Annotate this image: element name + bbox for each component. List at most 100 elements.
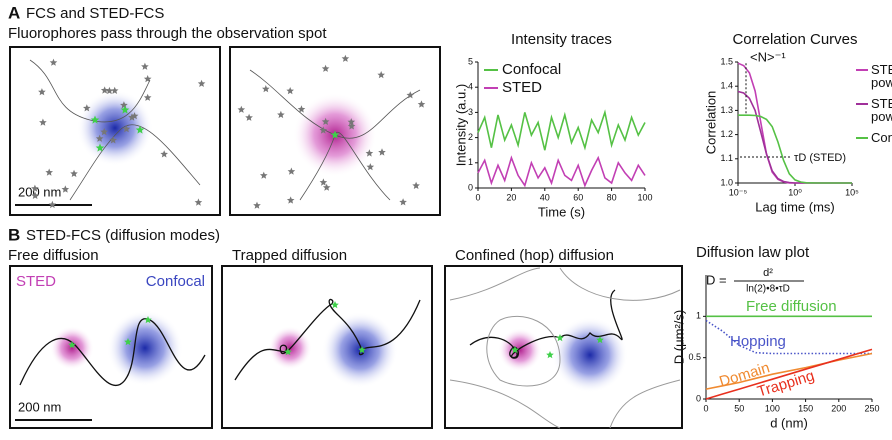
fluorophore [347, 122, 356, 130]
x-tick-label: 50 [734, 403, 744, 413]
x-axis-label: Lag time (ms) [755, 199, 834, 214]
chart-title: Diffusion law plot [696, 244, 810, 261]
x-axis-label: Time (s) [538, 204, 585, 219]
y-tick-label: 1.3 [720, 105, 733, 115]
legend-label: Confocal [871, 131, 892, 145]
fluorophore [297, 105, 306, 113]
series-line [737, 62, 852, 184]
y-tick-label: 1.5 [720, 56, 733, 66]
compartments [449, 267, 681, 429]
x-tick-label: 20 [506, 192, 516, 202]
legend-entry: Confocal [871, 131, 892, 145]
fluorophore [83, 104, 91, 112]
fluorophore [319, 126, 328, 134]
fluorophore [347, 118, 356, 126]
y-tick-label: 1 [696, 311, 701, 321]
fluorophore [100, 128, 108, 136]
fluorophore [105, 86, 114, 95]
y-tick-label: 1.0 [720, 177, 733, 187]
y-tick-label: 0 [696, 393, 701, 403]
series-line [738, 114, 852, 184]
formula: ln(2)•8•τD [746, 284, 790, 295]
formula: D = [706, 272, 727, 287]
panel-subtitle: Fluorophores pass through the observatio… [8, 25, 327, 42]
x-tick-label: 0 [703, 403, 708, 413]
fluorophore [377, 71, 385, 79]
fluorophore [120, 105, 130, 114]
scale-label: 200 nm [18, 184, 61, 199]
y-tick-label: 1.2 [720, 129, 733, 139]
x-tick-label: 10⁰ [788, 187, 802, 197]
fluorophore [556, 334, 564, 342]
fluorophore [68, 341, 76, 349]
series-line [737, 90, 852, 184]
y-axis-label: Correlation [703, 91, 718, 155]
fluorophore [61, 185, 70, 193]
fluorophore [277, 110, 285, 119]
fluorophore [100, 86, 109, 94]
fluorophore [141, 62, 149, 70]
y-tick-label: 3 [468, 107, 473, 117]
fluorophore [322, 183, 331, 191]
sted-label: STED [16, 273, 56, 290]
series-line [705, 319, 872, 355]
fluorophore [70, 169, 78, 177]
annotation: τD (STED) [794, 152, 846, 164]
y-tick-label: 1.4 [720, 81, 733, 91]
y-tick-label: 0.5 [688, 352, 701, 362]
fluorophore [48, 200, 57, 209]
fluorophore [253, 201, 261, 209]
confocal-spot [107, 310, 183, 386]
fluorophore [144, 316, 152, 324]
fluorophore [321, 64, 330, 72]
fluorophore [365, 149, 374, 157]
fluorophore [260, 171, 268, 179]
x-tick-label: 80 [607, 192, 617, 202]
x-tick-label: 40 [540, 192, 550, 202]
fluorophore [330, 130, 340, 139]
x-tick-label: 100 [637, 192, 652, 202]
box-title: Trapped diffusion [232, 247, 347, 264]
y-tick-label: 5 [468, 56, 473, 66]
sted-spot [50, 326, 94, 370]
fluorophore [399, 198, 407, 206]
scale-label: 200 nm [18, 399, 61, 414]
panel-letter: A [8, 3, 20, 22]
legend-label: Confocal [502, 61, 561, 78]
series-line [477, 109, 646, 151]
chart-title: Correlation Curves [732, 31, 857, 48]
fluorophore [284, 348, 292, 356]
fluorophore [262, 85, 270, 93]
fluorophore [143, 75, 152, 83]
x-tick-label: 0 [475, 192, 480, 202]
fluorophore [95, 134, 104, 142]
x-tick-label: 100 [765, 403, 780, 413]
legend-entry: STED (low power) [871, 63, 892, 89]
series-line [477, 155, 646, 188]
fluorophore [321, 117, 330, 125]
fluorophore [331, 301, 339, 309]
fluorophore [38, 88, 46, 96]
y-tick-label: 1.1 [720, 153, 733, 163]
x-tick-label: 200 [831, 403, 846, 413]
legend-label: STED (high power) [871, 97, 892, 124]
fluorophore [341, 54, 350, 62]
y-tick-label: 0 [468, 182, 473, 192]
fluorophore [286, 87, 294, 95]
fluorophore [143, 93, 152, 101]
legend-entry: STED (high power) [871, 97, 892, 124]
series-label: Hopping [730, 333, 786, 350]
fluorophore [49, 58, 58, 66]
y-axis-label: D (μm²/s) [671, 310, 686, 364]
box-title: Free diffusion [8, 247, 99, 264]
x-axis-label: d (nm) [770, 415, 808, 430]
sted-spot [498, 328, 542, 372]
x-tick-label: 60 [573, 192, 583, 202]
y-axis-label: Intensity (a.u.) [453, 84, 468, 166]
fluorophore [45, 168, 53, 176]
fluorophore [366, 163, 375, 171]
fluorophore [109, 136, 117, 144]
series-line [705, 348, 873, 400]
fluorophore [194, 198, 203, 206]
